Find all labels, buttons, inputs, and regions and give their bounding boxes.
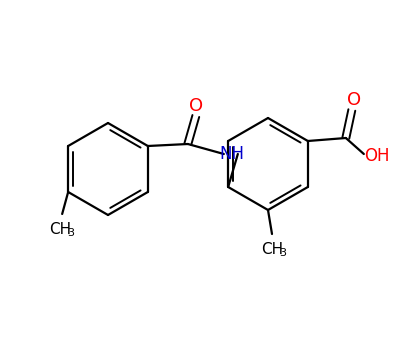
- Text: CH: CH: [261, 242, 283, 257]
- Text: OH: OH: [364, 147, 390, 165]
- Text: O: O: [189, 97, 203, 115]
- Text: CH: CH: [49, 222, 71, 237]
- Text: 3: 3: [280, 248, 287, 258]
- Text: 3: 3: [68, 228, 75, 238]
- Text: O: O: [347, 91, 361, 109]
- Text: NH: NH: [219, 145, 244, 163]
